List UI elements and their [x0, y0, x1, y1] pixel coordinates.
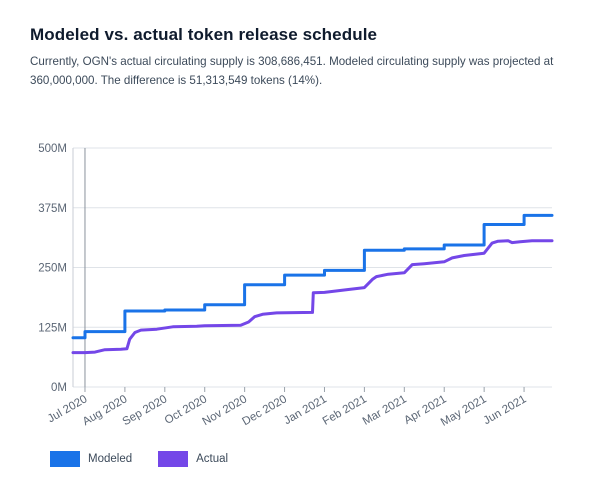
x-tick-label: Mar 2021	[361, 393, 409, 428]
chart-series	[71, 213, 554, 355]
x-tick-label: May 2021	[439, 393, 489, 429]
y-axis: 0M 125M 250M 375M 500M	[38, 143, 67, 394]
series-line-modeled[interactable]	[71, 213, 554, 340]
x-tick-label: Jan 2021	[282, 393, 329, 427]
chart-title: Modeled vs. actual token release schedul…	[30, 25, 378, 44]
legend-item-modeled[interactable]: Modeled	[50, 451, 132, 467]
legend-item-actual[interactable]: Actual	[158, 451, 228, 467]
x-tick-label: Dec 2020	[240, 393, 289, 428]
y-tick-label: 125M	[38, 322, 67, 334]
y-tick-label: 500M	[38, 143, 67, 155]
x-tick-label: Feb 2021	[321, 393, 369, 428]
y-tick-label: 250M	[38, 263, 67, 275]
x-tick-label: Aug 2020	[81, 393, 130, 428]
x-tick-label: Sep 2020	[121, 393, 170, 428]
chart-description: Currently, OGN's actual circulating supp…	[30, 55, 554, 87]
x-tick-label: Nov 2020	[201, 393, 250, 428]
legend-swatch-actual	[158, 451, 189, 467]
y-tick-label: 0M	[51, 382, 67, 394]
legend-label-actual: Actual	[196, 453, 229, 465]
x-tick-label: Jun 2021	[482, 393, 529, 427]
series-line-actual[interactable]	[71, 239, 554, 355]
legend-label-modeled: Modeled	[88, 453, 133, 465]
chart-legend: Modeled Actual	[50, 451, 254, 467]
chart-grid	[72, 147, 552, 388]
legend-swatch-modeled	[50, 451, 80, 467]
y-tick-label: 375M	[38, 203, 67, 215]
